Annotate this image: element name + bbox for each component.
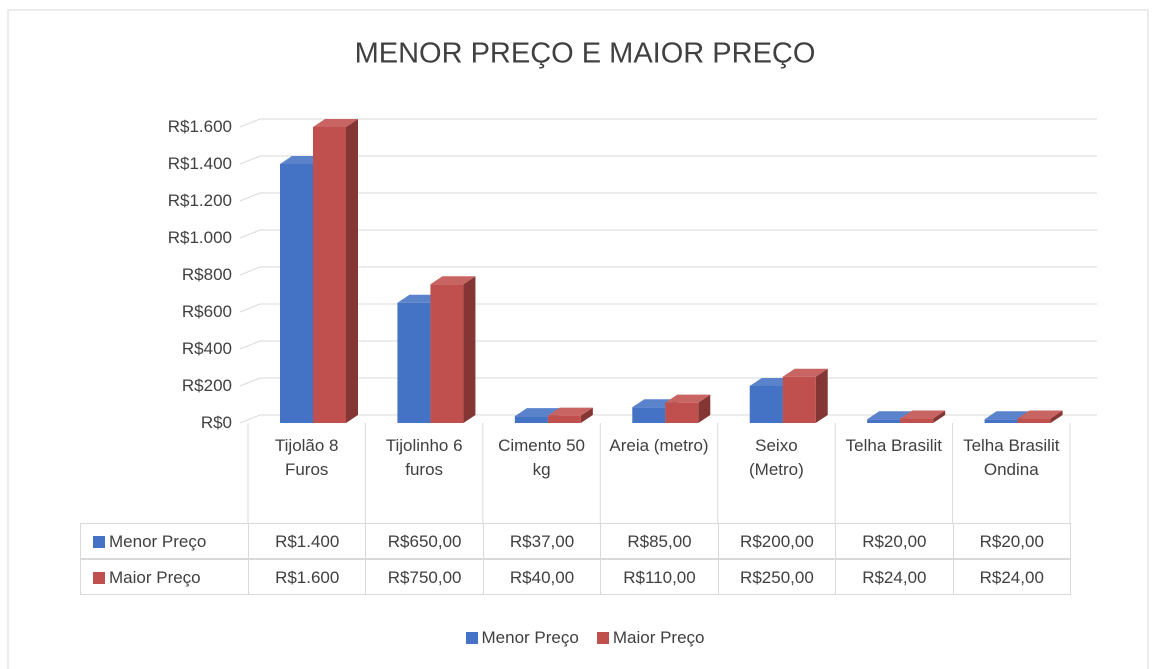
bar-top — [313, 119, 358, 127]
grid-line — [239, 303, 1097, 313]
table-cell: R$1.400 — [248, 523, 367, 559]
y-tick-label: R$1.600 — [167, 117, 232, 136]
chart-title: MENOR PREÇO E MAIOR PREÇO — [355, 38, 816, 70]
y-tick-label: R$1.400 — [167, 154, 232, 173]
grid-line — [239, 229, 1097, 239]
grid-line — [239, 155, 1097, 165]
bar-top — [900, 410, 946, 419]
bar-side — [933, 410, 946, 423]
x-tick-label: Seixo (Metro) — [749, 436, 804, 479]
legend-swatch — [93, 572, 105, 584]
bar-side — [463, 276, 476, 423]
bar-side — [698, 394, 711, 423]
bar-top — [547, 407, 593, 416]
bar-top — [514, 408, 560, 417]
x-tick-label: Cimento 50 kg — [498, 436, 586, 479]
table-cell: R$250,00 — [717, 559, 837, 595]
bar-top — [867, 411, 913, 420]
grid-line — [239, 118, 1097, 128]
table-cell: R$40,00 — [482, 559, 602, 595]
bar — [397, 302, 431, 423]
table-cell: R$37,00 — [482, 523, 602, 559]
bar — [313, 127, 346, 423]
bar — [984, 419, 1018, 423]
bar — [280, 164, 313, 423]
y-tick-label: R$0 — [200, 413, 232, 432]
bar — [632, 407, 666, 423]
bar-top — [430, 276, 476, 285]
table-cell: R$20,00 — [835, 523, 954, 559]
grid-line — [239, 340, 1097, 350]
y-tick-label: R$200 — [181, 376, 232, 395]
grid-line — [239, 192, 1097, 202]
table-cell: R$200,00 — [717, 523, 837, 559]
bar — [514, 416, 548, 423]
bar-side — [580, 407, 593, 423]
legend-swatch — [93, 536, 105, 548]
table-cell: R$24,00 — [835, 559, 954, 595]
bar — [430, 284, 464, 423]
table-cell: R$1.600 — [248, 559, 367, 595]
table-row-header: Menor Preço — [80, 523, 249, 559]
bar-side — [346, 119, 358, 423]
y-tick-label: R$600 — [181, 302, 232, 321]
bar — [782, 376, 816, 423]
bar — [665, 402, 699, 423]
x-tick-label: Tijolinho 6 furos — [385, 436, 463, 479]
legend: Menor Preço Maior Preço — [0, 626, 1153, 650]
table-cell: R$85,00 — [600, 523, 719, 559]
x-tick-label: Areia (metro) — [609, 436, 709, 455]
table-cell: R$650,00 — [365, 523, 484, 559]
y-tick-label: R$800 — [181, 265, 232, 284]
x-tick-label: Telha Brasilit — [845, 436, 943, 455]
bar-top — [665, 394, 711, 403]
x-tick-label: Tijolão 8 Furos — [274, 436, 339, 479]
bar-top — [1017, 410, 1063, 419]
y-tick-label: R$400 — [181, 339, 232, 358]
legend-label: Menor Preço — [481, 628, 579, 647]
table-cell: R$24,00 — [952, 559, 1071, 595]
bar — [867, 419, 901, 423]
table-cell: R$750,00 — [365, 559, 484, 595]
bar — [749, 386, 783, 423]
table-cell: R$110,00 — [600, 559, 719, 595]
y-tick-label: R$1.200 — [167, 191, 232, 210]
grid-line — [239, 377, 1097, 387]
bar — [547, 415, 581, 423]
y-tick-label: R$1.000 — [167, 228, 232, 247]
chart-border — [7, 9, 1149, 669]
bar-top — [782, 368, 828, 377]
bar — [1017, 418, 1051, 423]
table-row-header: Maior Preço — [80, 559, 249, 595]
legend-label: Maior Preço — [612, 628, 705, 647]
legend-swatch — [596, 632, 609, 644]
legend-swatch — [465, 632, 478, 644]
grid-line — [239, 266, 1097, 276]
bar-side — [1050, 410, 1063, 423]
bar-top — [984, 411, 1030, 420]
table-cell: R$20,00 — [952, 523, 1071, 559]
series-name: Menor Preço — [109, 532, 207, 551]
x-tick-label: Telha Brasilit Ondina — [963, 436, 1060, 479]
bar — [900, 418, 934, 423]
series-name: Maior Preço — [109, 568, 201, 587]
bar-side — [815, 368, 828, 423]
